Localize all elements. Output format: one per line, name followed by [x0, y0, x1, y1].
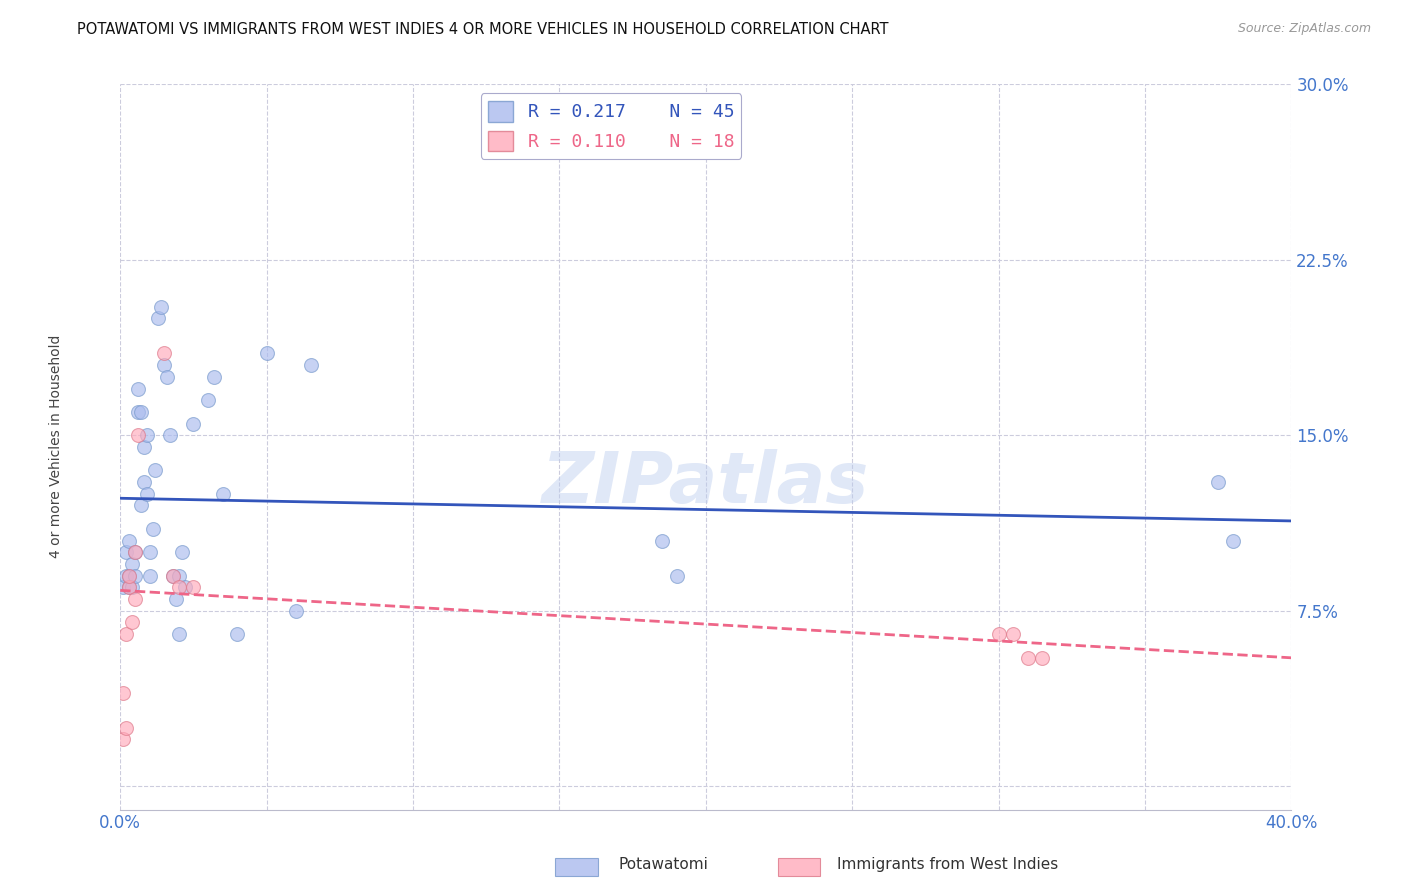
Point	[129, 405, 152, 419]
Point	[129, 499, 152, 513]
Point	[112, 685, 135, 699]
Point	[1031, 650, 1053, 665]
Point	[124, 545, 146, 559]
Point	[118, 580, 141, 594]
Point	[197, 393, 219, 408]
Point	[987, 627, 1010, 641]
Point	[121, 615, 143, 630]
Text: POTAWATOMI VS IMMIGRANTS FROM WEST INDIES 4 OR MORE VEHICLES IN HOUSEHOLD CORREL: POTAWATOMI VS IMMIGRANTS FROM WEST INDIE…	[77, 22, 889, 37]
Point	[118, 533, 141, 548]
Point	[124, 592, 146, 607]
Point	[299, 358, 322, 372]
Point	[127, 428, 149, 442]
Text: Source: ZipAtlas.com: Source: ZipAtlas.com	[1237, 22, 1371, 36]
Point	[284, 604, 307, 618]
Text: ZIPatlas: ZIPatlas	[543, 449, 869, 517]
Point	[1206, 475, 1229, 489]
Point	[665, 568, 688, 582]
Point	[138, 568, 160, 582]
Legend: R = 0.217    N = 45, R = 0.110    N = 18: R = 0.217 N = 45, R = 0.110 N = 18	[481, 94, 741, 159]
Point	[112, 732, 135, 747]
Point	[118, 580, 141, 594]
Point	[651, 533, 673, 548]
Point	[118, 568, 141, 582]
Point	[211, 487, 233, 501]
Point	[183, 580, 205, 594]
Point	[132, 440, 155, 454]
Point	[162, 568, 184, 582]
Point	[138, 545, 160, 559]
Point	[112, 580, 135, 594]
Point	[145, 463, 167, 477]
Point	[135, 487, 157, 501]
Point	[115, 627, 138, 641]
Point	[127, 382, 149, 396]
Point	[153, 358, 176, 372]
Point	[124, 545, 146, 559]
Point	[127, 405, 149, 419]
Point	[162, 568, 184, 582]
Point	[156, 369, 179, 384]
Point	[167, 580, 190, 594]
Point	[226, 627, 249, 641]
Text: 4 or more Vehicles in Household: 4 or more Vehicles in Household	[49, 334, 63, 558]
Point	[150, 300, 173, 314]
Point	[135, 428, 157, 442]
Point	[167, 568, 190, 582]
Point	[256, 346, 278, 360]
Point	[115, 545, 138, 559]
Point	[202, 369, 225, 384]
Point	[124, 568, 146, 582]
Point	[159, 428, 181, 442]
Point	[141, 522, 163, 536]
Point	[118, 568, 141, 582]
Point	[183, 417, 205, 431]
Point	[115, 721, 138, 735]
Point	[153, 346, 176, 360]
Point	[1222, 533, 1244, 548]
Point	[115, 568, 138, 582]
Point	[121, 557, 143, 571]
Point	[1017, 650, 1039, 665]
Point	[121, 580, 143, 594]
Point	[167, 627, 190, 641]
Point	[173, 580, 195, 594]
Text: Potawatomi: Potawatomi	[619, 857, 709, 872]
Text: Immigrants from West Indies: Immigrants from West Indies	[837, 857, 1057, 872]
Point	[170, 545, 193, 559]
Point	[132, 475, 155, 489]
Point	[165, 592, 187, 607]
Point	[148, 311, 170, 326]
Point	[1002, 627, 1025, 641]
